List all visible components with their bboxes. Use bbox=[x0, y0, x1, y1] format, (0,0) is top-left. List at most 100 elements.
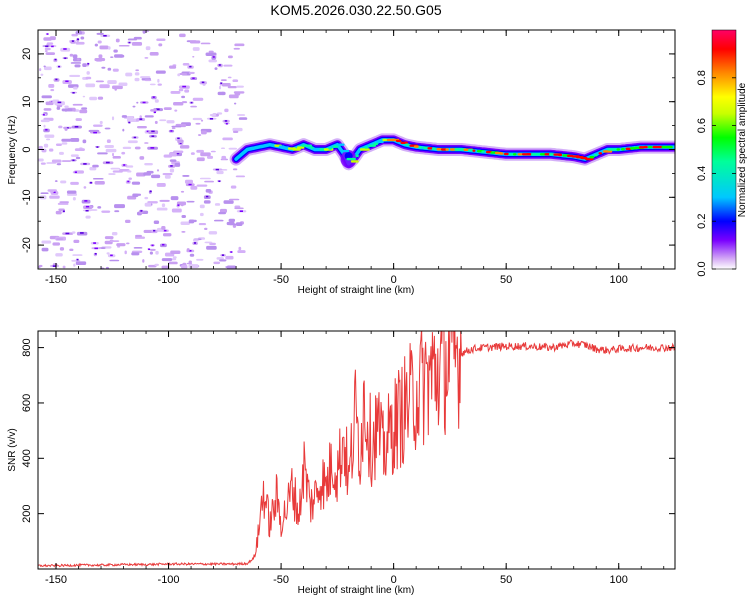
noise-blob bbox=[89, 96, 98, 101]
noise-blob bbox=[96, 32, 104, 35]
spectrogram-x-label: Height of straight line (km) bbox=[298, 285, 415, 296]
noise-blob bbox=[211, 55, 216, 60]
noise-blob bbox=[99, 45, 109, 50]
noise-blob bbox=[75, 41, 85, 45]
noise-core bbox=[176, 152, 180, 155]
noise-blob bbox=[164, 175, 171, 179]
noise-blob bbox=[61, 138, 72, 142]
noise-blob bbox=[219, 208, 227, 213]
noise-core bbox=[84, 200, 88, 202]
noise-core bbox=[194, 242, 197, 244]
spec-x-tick-label: -100 bbox=[158, 274, 180, 286]
noise-core bbox=[149, 190, 152, 193]
track-hotspot bbox=[418, 146, 423, 149]
noise-blob bbox=[216, 170, 224, 175]
track-hotspot bbox=[638, 146, 645, 149]
noise-blob bbox=[58, 125, 63, 129]
noise-blob bbox=[94, 57, 106, 62]
noise-core bbox=[177, 137, 180, 140]
noise-blob bbox=[234, 43, 245, 47]
track-hotspot bbox=[436, 148, 442, 151]
noise-blob bbox=[158, 43, 163, 47]
noise-blob bbox=[233, 47, 240, 50]
noise-blob bbox=[140, 76, 151, 79]
noise-blob bbox=[149, 251, 153, 255]
noise-blob bbox=[111, 116, 115, 121]
track-hotspot bbox=[314, 148, 321, 151]
noise-core bbox=[52, 191, 56, 194]
noise-blob bbox=[74, 64, 81, 68]
noise-blob bbox=[81, 107, 88, 110]
track-hotspot bbox=[607, 148, 613, 151]
noise-core bbox=[151, 130, 155, 133]
noise-blob bbox=[114, 204, 126, 209]
noise-core bbox=[230, 251, 233, 253]
noise-blob bbox=[48, 84, 55, 88]
noise-core bbox=[72, 92, 75, 94]
noise-blob bbox=[170, 196, 179, 201]
noise-blob bbox=[227, 55, 233, 59]
colorbar-tick-label: 0.0 bbox=[696, 261, 708, 276]
noise-blob bbox=[109, 240, 120, 243]
noise-blob bbox=[199, 177, 211, 180]
noise-core bbox=[205, 195, 209, 198]
noise-blob bbox=[154, 120, 158, 124]
noise-blob bbox=[88, 129, 100, 133]
noise-blob bbox=[119, 54, 125, 58]
noise-core bbox=[201, 81, 205, 84]
track-hotspot bbox=[368, 144, 377, 147]
noise-blob bbox=[64, 105, 69, 108]
noise-blob bbox=[70, 181, 79, 185]
snr-panel: -150 -100 -50 0 50 100 200 400 600 800 Height of … bbox=[7, 330, 676, 596]
noise-blob bbox=[131, 41, 143, 46]
noise-blob bbox=[182, 62, 190, 66]
noise-blob bbox=[228, 147, 238, 150]
noise-blob bbox=[174, 109, 178, 112]
track-hotspot bbox=[296, 146, 305, 149]
track-hotspot bbox=[557, 153, 563, 157]
noise-blob bbox=[214, 203, 221, 206]
track-hotspot bbox=[269, 143, 275, 146]
snr-line bbox=[38, 331, 675, 569]
noise-blob bbox=[223, 64, 233, 67]
track-hotspot bbox=[377, 140, 384, 144]
noise-core bbox=[133, 136, 137, 139]
noise-blob bbox=[181, 214, 186, 219]
noise-blob bbox=[135, 234, 142, 238]
noise-blob bbox=[50, 89, 55, 92]
figure-title: KOM5.2026.030.22.50.G05 bbox=[270, 2, 441, 18]
track-hotspot bbox=[503, 152, 509, 156]
noise-blob bbox=[125, 165, 134, 168]
noise-blob bbox=[220, 79, 227, 82]
spec-y-tick-label: 10 bbox=[21, 96, 33, 108]
noise-blob bbox=[230, 185, 237, 189]
noise-core bbox=[74, 171, 77, 174]
noise-blob bbox=[169, 168, 175, 173]
noise-blob bbox=[69, 74, 81, 77]
noise-blob bbox=[116, 243, 126, 247]
spectrogram-noise-layer bbox=[38, 30, 248, 269]
track-hotspot bbox=[364, 146, 368, 149]
noise-blob bbox=[55, 210, 62, 215]
noise-blob bbox=[44, 134, 55, 138]
noise-blob bbox=[188, 260, 192, 264]
noise-blob bbox=[61, 108, 73, 112]
noise-core bbox=[153, 111, 156, 114]
noise-blob bbox=[85, 76, 92, 80]
noise-blob bbox=[228, 223, 237, 226]
noise-blob bbox=[136, 125, 147, 129]
noise-blob bbox=[134, 72, 140, 76]
noise-blob bbox=[72, 54, 78, 59]
noise-blob bbox=[132, 105, 136, 108]
noise-blob bbox=[142, 259, 145, 263]
spec-y-tick-label: -20 bbox=[21, 237, 33, 253]
noise-blob bbox=[161, 203, 166, 208]
noise-blob bbox=[73, 86, 78, 90]
noise-blob bbox=[43, 143, 49, 148]
noise-blob bbox=[75, 261, 87, 266]
noise-blob bbox=[49, 36, 56, 41]
noise-blob bbox=[124, 250, 127, 255]
noise-blob bbox=[184, 179, 193, 184]
